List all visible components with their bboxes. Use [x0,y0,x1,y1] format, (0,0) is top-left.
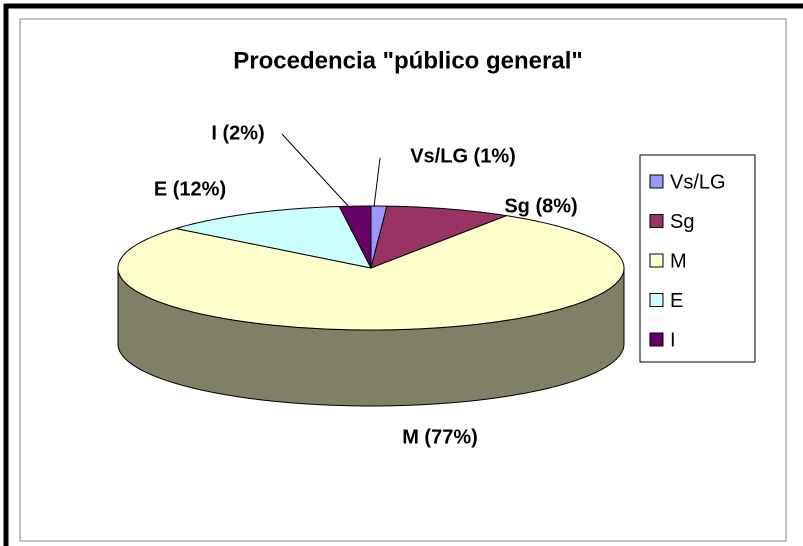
data-label: I (2%) [211,122,264,144]
chart-area [19,18,787,542]
legend-swatch [649,214,664,228]
data-label: Sg (8%) [504,195,577,217]
slice [117,215,625,331]
legend-swatch [649,332,664,347]
data-label: Vs/LG (1%) [410,145,516,167]
legend-swatch [649,174,664,189]
leader-line [281,133,351,209]
data-label: E (12%) [154,178,226,200]
data-label: M (77%) [402,426,478,448]
slice [338,205,372,269]
legend-swatch [649,253,664,268]
legend-label: E [670,290,683,312]
legend-label: M [670,250,687,272]
chart-title: Procedencia "público general" [233,47,583,74]
slice [370,205,509,269]
slice [175,205,372,269]
legend-label: Vs/LG [670,171,726,193]
legend-label: Sg [670,211,694,233]
leader-line [373,157,381,208]
legend-swatch [649,293,664,307]
legend-label: I [670,329,676,351]
